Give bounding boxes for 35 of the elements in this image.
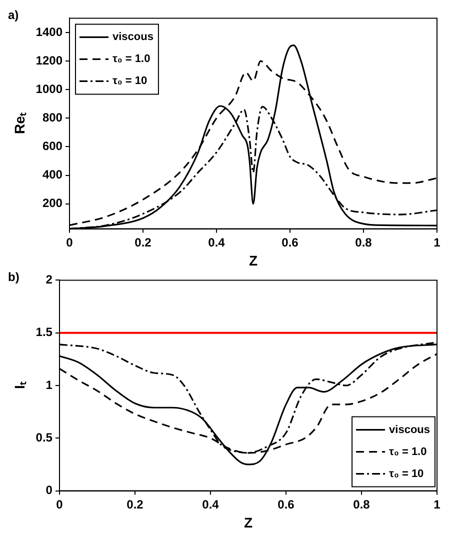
- x-tick-label: 0.2: [134, 235, 152, 250]
- y-tick-label: 200: [42, 196, 63, 210]
- x-tick-label: 0.8: [353, 497, 370, 512]
- y-tick-label: 1200: [36, 53, 63, 68]
- x-tick-label: 1: [434, 235, 441, 250]
- legend-label: τ₀ = 1.0: [112, 53, 150, 66]
- y-tick-label: 1: [46, 378, 53, 392]
- x-tick-label: 0.8: [355, 235, 372, 250]
- x-tick-label: 0.6: [278, 497, 295, 512]
- y-tick-label: 0.5: [36, 430, 53, 444]
- y-axis-title: Reₜ: [11, 112, 28, 134]
- legend-label: τ₀ = 10: [389, 468, 424, 480]
- x-axis-title: Z: [244, 514, 253, 530]
- y-tick-label: 1400: [36, 24, 63, 39]
- y-tick-label: 1000: [36, 82, 63, 96]
- x-tick-label: 0.2: [126, 497, 144, 512]
- y-tick-label: 0: [46, 483, 53, 498]
- y-axis-title: Iₜ: [11, 381, 28, 389]
- legend-label: τ₀ = 1.0: [389, 446, 427, 458]
- x-tick-label: 0.4: [208, 235, 226, 250]
- x-tick-label: 0: [66, 235, 74, 250]
- text: b): [8, 270, 20, 284]
- x-tick-label: 0.6: [282, 235, 299, 250]
- legend-label: viscous: [112, 31, 154, 44]
- y-tick-label: 2: [46, 272, 53, 287]
- y-tick-label: 400: [42, 168, 63, 182]
- text: a): [8, 8, 19, 22]
- y-tick-label: 600: [42, 139, 63, 154]
- x-axis-title: Z: [248, 252, 258, 268]
- y-tick-label: 1.5: [36, 325, 53, 340]
- legend-label: viscous: [389, 424, 430, 436]
- x-tick-label: 1: [434, 497, 441, 512]
- y-tick-label: 800: [42, 110, 63, 124]
- legend-label: τ₀ = 10: [112, 75, 148, 88]
- x-tick-label: 0.4: [202, 497, 220, 512]
